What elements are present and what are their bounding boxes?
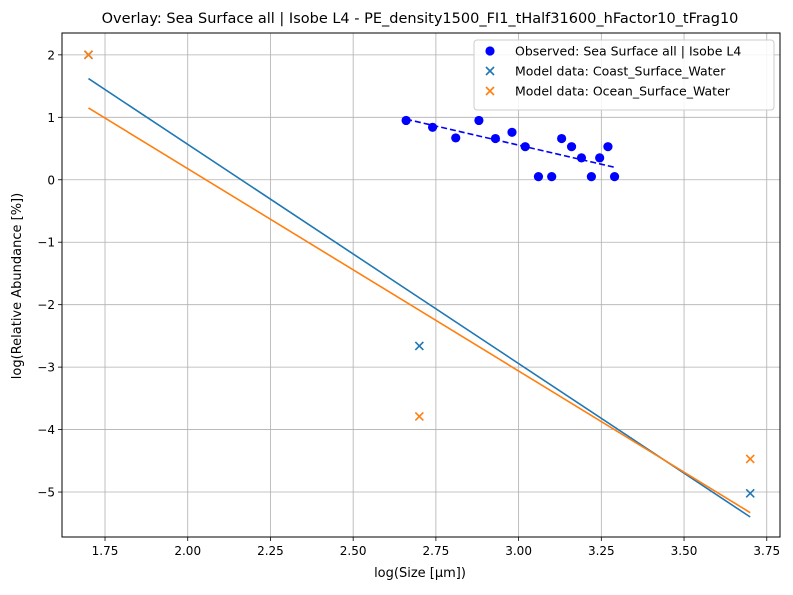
observed-point	[566, 142, 577, 152]
legend-box	[473, 39, 775, 111]
observed-point	[401, 115, 411, 126]
x-tick-label: 1.75	[92, 544, 119, 558]
observed-point	[451, 133, 461, 143]
observed-point	[427, 122, 438, 132]
x-tick-label: 2.25	[257, 544, 284, 558]
model-point	[745, 488, 755, 498]
model-point	[83, 50, 94, 60]
observed-point	[520, 142, 530, 152]
legend: Observed: Sea Surface all | Isobe L4 Mode…	[473, 39, 775, 111]
model-fit-line	[88, 107, 751, 514]
plot-area	[83, 50, 755, 518]
y-tick-label: 0	[47, 173, 55, 187]
x-tick-label: 2.50	[340, 544, 367, 558]
y-tick-label: 1	[47, 111, 55, 125]
x-tick-label: 3.00	[505, 544, 532, 558]
x-axis-label: log(Size [μm])	[374, 566, 466, 581]
observed-point	[533, 172, 544, 182]
x-marker-stroke	[83, 50, 94, 60]
y-tick-label: −3	[37, 361, 55, 375]
y-tick-label: −5	[37, 486, 55, 500]
y-axis-label: log(Relative Abundance [%])	[10, 193, 25, 379]
model-point	[414, 411, 424, 422]
observed-point	[586, 172, 597, 182]
legend-marker	[485, 46, 495, 56]
observed-point	[474, 115, 484, 126]
x-tick-label: 3.25	[588, 544, 615, 558]
y-tick-label: −1	[37, 236, 55, 250]
x-marker-stroke	[485, 86, 495, 96]
observed-point	[576, 153, 587, 163]
x-marker-stroke	[745, 454, 755, 464]
model-fit-line	[88, 77, 751, 518]
y-tick-label: −2	[37, 298, 55, 312]
legend-marker	[485, 66, 495, 76]
x-tick-label: 2.00	[174, 544, 201, 558]
observed-point	[603, 142, 613, 152]
y-tick-label: 2	[47, 48, 55, 62]
observed-point	[609, 172, 620, 182]
x-marker-stroke	[414, 341, 424, 351]
observed-point	[547, 172, 557, 182]
x-tick-label: 2.75	[423, 544, 450, 558]
axes-frame	[61, 32, 781, 538]
model-point	[414, 341, 424, 351]
legend-label: Model data: Coast_Surface_Water	[515, 64, 726, 79]
axis-ticks: 1.75 2.00 2.25 2.50 2.75 3.00 3.25 3.50 3.75 2 1 0 −…	[37, 48, 780, 558]
model-point	[745, 454, 755, 464]
chart-title: Overlay: Sea Surface all | Isobe L4 - PE…	[102, 11, 739, 27]
x-tick-label: 3.75	[753, 544, 780, 558]
observed-point	[595, 153, 605, 163]
observed-point	[557, 133, 567, 144]
x-tick-label: 3.50	[671, 544, 698, 558]
legend-marker	[485, 86, 495, 96]
x-marker-stroke	[485, 66, 495, 76]
legend-label: Observed: Sea Surface all | Isobe L4	[515, 44, 741, 59]
legend-label: Model data: Ocean_Surface_Water	[515, 84, 731, 99]
x-marker-stroke	[414, 411, 424, 422]
observed-point	[507, 127, 517, 137]
x-marker-stroke	[745, 488, 755, 498]
y-tick-label: −4	[37, 423, 55, 437]
observed-point	[490, 133, 501, 144]
